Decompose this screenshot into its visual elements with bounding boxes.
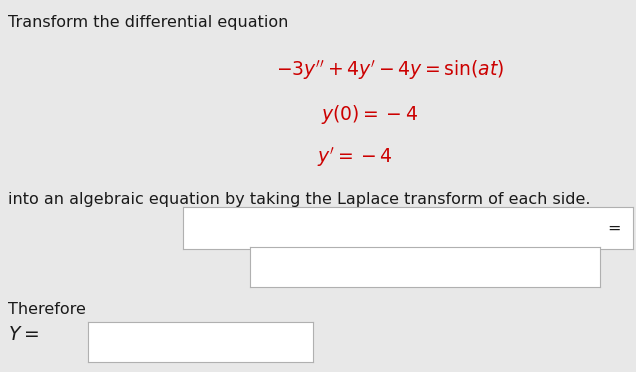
Text: $Y =$: $Y =$ [8,326,39,344]
Text: $y(0) = -4$: $y(0) = -4$ [321,103,418,126]
Text: $y' = -4$: $y' = -4$ [317,145,393,169]
Text: =: = [607,221,621,235]
Text: $-3y'' + 4y' - 4y = \sin(at)$: $-3y'' + 4y' - 4y = \sin(at)$ [276,58,504,82]
Text: Therefore: Therefore [8,302,86,317]
Text: into an algebraic equation by taking the Laplace transform of each side.: into an algebraic equation by taking the… [8,192,590,207]
Text: Transform the differential equation: Transform the differential equation [8,15,288,30]
